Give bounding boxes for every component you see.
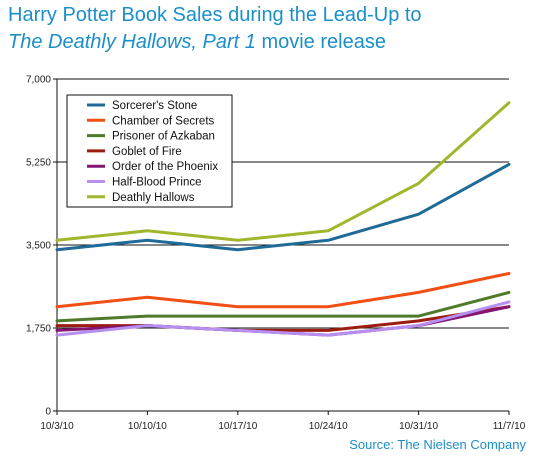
series-lines [55,101,511,337]
series-line-half-blood-prince [55,300,511,337]
y-tick-label: 5,250 [26,158,51,169]
y-axis-tick-labels: 0 1,750 3,500 5,250 7,000 [26,75,51,418]
title-line-2: The Deathly Hallows, Part 1 movie releas… [8,29,528,56]
x-axis-tick-labels: 10/3/10 10/10/10 10/17/10 10/24/10 10/31/10 1… [40,421,525,432]
x-tick-label: 11/7/10 [493,421,526,432]
title-movie-name: The Deathly Hallows, Part 1 [8,31,256,53]
legend-label: Prisoner of Azkaban [112,131,215,143]
series-line-sorcerer-s-stone [55,162,511,252]
legend-label: Deathly Hallows [112,192,195,204]
x-tick-label: 10/24/10 [309,421,348,432]
series-line-deathly-hallows [55,101,511,242]
title-line-2-rest: movie release [255,31,386,53]
legend-label: Order of the Phoenix [112,161,218,173]
title-line-1: Harry Potter Book Sales during the Lead-… [8,4,422,26]
legend-label: Sorcerer's Stone [112,100,197,112]
x-tick-label: 10/10/10 [128,421,167,432]
y-tick-label: 3,500 [26,241,51,252]
x-tick-label: 10/17/10 [218,421,257,432]
source-note: Source: The Nielsen Company [349,437,526,452]
chart-title: Harry Potter Book Sales during the Lead-… [8,2,528,56]
axes [53,78,510,415]
series-line-chamber-of-secrets [55,272,511,309]
y-tick-label: 7,000 [26,75,51,86]
series-line-prisoner-of-azkaban [55,290,511,323]
x-tick-label: 10/3/10 [40,421,74,432]
legend-label: Goblet of Fire [112,146,182,158]
y-tick-label: 0 [45,407,51,418]
x-tick-label: 10/31/10 [399,421,438,432]
y-tick-label: 1,750 [26,324,51,335]
legend-label: Half-Blood Prince [112,177,201,189]
legend: Sorcerer's Stone Chamber of Secrets Prison… [66,94,233,208]
legend-label: Chamber of Secrets [112,115,215,127]
